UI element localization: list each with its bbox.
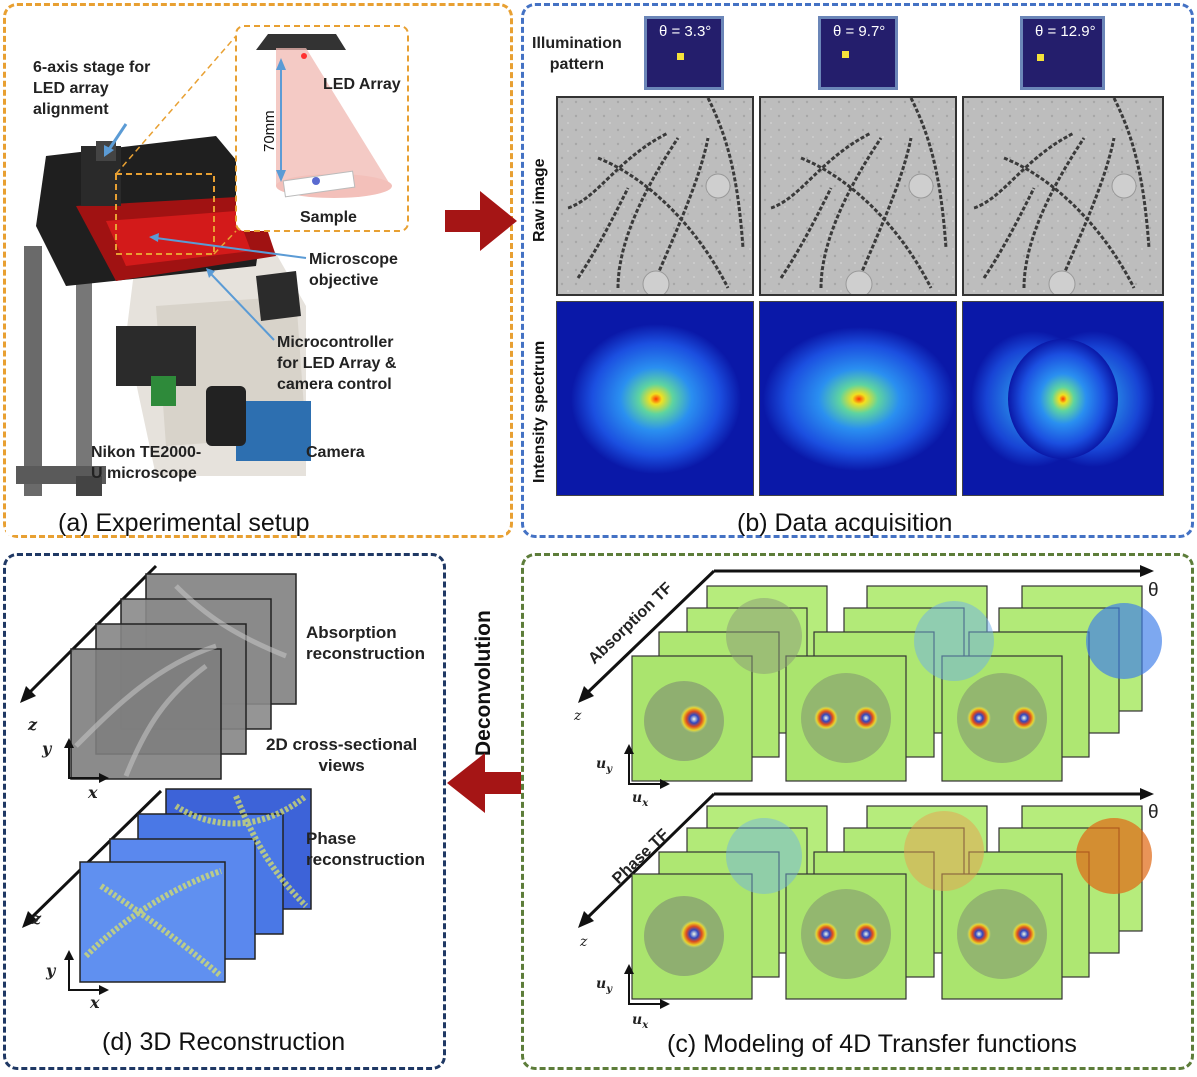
z-label-top: z <box>574 708 582 724</box>
uy-label-bottom: uy <box>596 976 612 995</box>
caption-c: (c) Modeling of 4D Transfer functions <box>667 1030 1077 1058</box>
arrow-left <box>447 753 521 813</box>
led-array-label: LED Array <box>323 76 401 93</box>
theta-label-top: θ <box>1148 580 1159 601</box>
caption-d: (d) 3D Reconstruction <box>102 1028 346 1056</box>
panel-experimental-setup: 6-axis stage for LED array alignment LED A… <box>3 3 513 538</box>
angle-label-2: θ = 9.7° <box>833 23 886 40</box>
led-array-board <box>256 34 346 50</box>
illumination-tile-1: θ = 3.3° <box>644 16 724 90</box>
axis-y-lower: y <box>46 961 56 980</box>
theta-label-bottom: θ <box>1148 802 1159 823</box>
stage-label: 6-axis stage for LED array alignment <box>33 59 151 118</box>
illumination-label: Illumination pattern <box>532 35 622 73</box>
sample-label: Sample <box>300 209 357 226</box>
transfer-function-stacks <box>578 565 1162 1009</box>
uy-label-top: uy <box>596 756 612 775</box>
objective-label: Microscope objective <box>309 251 398 289</box>
raw-image-2 <box>759 96 957 296</box>
arrow-right <box>445 191 517 251</box>
distance-label: 70mm <box>261 110 278 152</box>
illumination-tile-3: θ = 12.9° <box>1020 16 1105 90</box>
raw-image-1 <box>556 96 754 296</box>
z-label-bottom: z <box>580 934 588 950</box>
raw-image-label: Raw image <box>531 158 548 242</box>
axis-y-upper: y <box>42 739 52 758</box>
axis-x-upper: x <box>88 783 98 802</box>
intensity-spectrum-3 <box>962 301 1164 496</box>
setup-photo <box>6 25 506 535</box>
raw-image-3 <box>962 96 1164 296</box>
stage-post <box>24 246 42 496</box>
axis-z-lower: z <box>32 909 42 928</box>
deconvolution-label: Deconvolution <box>472 610 495 756</box>
caption-a: (a) Experimental setup <box>58 509 310 537</box>
intensity-spectrum-label: Intensity spectrum <box>531 340 548 483</box>
ux-label-bottom: ux <box>632 1012 649 1031</box>
cross-section-label: 2D cross-sectional views <box>266 735 418 775</box>
intensity-spectrum-2 <box>759 301 957 496</box>
camera-label: Camera <box>306 444 365 461</box>
angle-label-3: θ = 12.9° <box>1035 23 1096 40</box>
nikon-label: Nikon TE2000- U microscope <box>91 444 202 482</box>
panel-data-acquisition: Illumination pattern θ = 3.3° θ = 9.7° θ … <box>521 3 1194 538</box>
caption-b: (b) Data acquisition <box>737 509 953 537</box>
camera-body <box>236 401 311 461</box>
reconstruction-stacks <box>20 564 312 995</box>
absorption-recon-label: Absorption reconstruction <box>306 623 426 663</box>
panel-4d-transfer-functions: Absorption TF Phase TF θ θ z z uy ux uy … <box>521 553 1194 1070</box>
axis-x-lower: x <box>90 993 100 1012</box>
angle-label-1: θ = 3.3° <box>659 23 712 40</box>
microcontroller-label: Microcontroller for LED Array & camera con… <box>277 334 397 393</box>
panel-3d-reconstruction: Absorption reconstruction 2D cross-sectio… <box>3 553 446 1070</box>
illumination-tile-2: θ = 9.7° <box>818 16 898 90</box>
axis-z-upper: z <box>28 715 38 734</box>
ux-label-top: ux <box>632 790 649 809</box>
intensity-spectrum-1 <box>556 301 754 496</box>
phase-recon-label: Phase reconstruction <box>306 829 426 869</box>
